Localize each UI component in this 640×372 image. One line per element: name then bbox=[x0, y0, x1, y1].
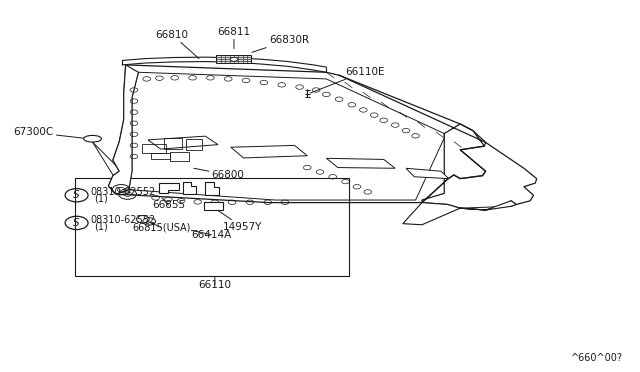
Text: (1): (1) bbox=[95, 222, 108, 232]
Polygon shape bbox=[108, 65, 486, 203]
Text: 66815(USA): 66815(USA) bbox=[132, 221, 190, 232]
Ellipse shape bbox=[230, 58, 238, 61]
Bar bbox=[216, 55, 252, 63]
Polygon shape bbox=[204, 202, 223, 210]
Bar bbox=[164, 138, 182, 149]
Bar bbox=[186, 139, 202, 150]
Polygon shape bbox=[326, 158, 395, 168]
Bar bbox=[75, 177, 349, 276]
Text: 66830R: 66830R bbox=[252, 35, 309, 52]
Bar bbox=[141, 144, 166, 153]
Bar bbox=[170, 152, 189, 161]
Text: 66110: 66110 bbox=[198, 277, 231, 290]
Polygon shape bbox=[403, 201, 516, 225]
Text: 66414A: 66414A bbox=[191, 230, 232, 240]
Ellipse shape bbox=[84, 135, 101, 142]
Text: S: S bbox=[73, 190, 80, 200]
Text: (1): (1) bbox=[95, 194, 108, 204]
Polygon shape bbox=[460, 205, 516, 210]
Polygon shape bbox=[183, 182, 196, 194]
Text: 67300C: 67300C bbox=[13, 128, 89, 139]
Polygon shape bbox=[108, 65, 138, 194]
Text: S: S bbox=[73, 218, 80, 228]
Text: 14957Y: 14957Y bbox=[217, 210, 262, 232]
Polygon shape bbox=[159, 183, 179, 193]
Polygon shape bbox=[205, 182, 220, 195]
Text: 66811: 66811 bbox=[218, 27, 250, 49]
Text: 08310-62552: 08310-62552 bbox=[91, 187, 156, 197]
Text: ^660^00?: ^660^00? bbox=[571, 353, 623, 363]
Text: 08310-62552: 08310-62552 bbox=[91, 215, 156, 225]
Text: 66810: 66810 bbox=[156, 30, 199, 59]
Polygon shape bbox=[406, 168, 449, 179]
Polygon shape bbox=[231, 145, 307, 158]
Bar bbox=[151, 153, 170, 160]
Text: 66800: 66800 bbox=[194, 168, 244, 180]
Text: 66855: 66855 bbox=[152, 198, 185, 210]
Polygon shape bbox=[148, 136, 218, 149]
Text: 66110E: 66110E bbox=[310, 67, 385, 93]
